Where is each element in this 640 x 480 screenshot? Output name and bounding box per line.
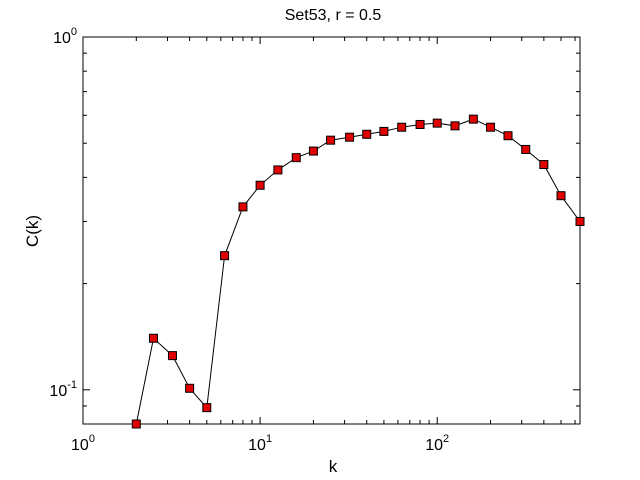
x-axis-label: k bbox=[329, 457, 338, 476]
data-point bbox=[291, 153, 301, 163]
data-point bbox=[362, 129, 372, 139]
data-point bbox=[379, 126, 389, 136]
chart-title: Set53, r = 0.5 bbox=[285, 7, 382, 24]
data-point bbox=[397, 122, 407, 132]
data-point bbox=[468, 114, 478, 124]
data-point bbox=[326, 135, 336, 145]
axes-box bbox=[82, 36, 581, 425]
data-point bbox=[575, 216, 585, 226]
x-tick-label: 102 bbox=[425, 433, 449, 454]
data-point bbox=[148, 333, 158, 343]
data-point bbox=[415, 119, 425, 129]
data-point bbox=[432, 118, 442, 128]
tick-labels: 100 101 102 10-1 100 bbox=[49, 26, 449, 454]
x-tick-label: 100 bbox=[71, 433, 95, 454]
data-point bbox=[167, 351, 177, 361]
plot-area bbox=[82, 36, 581, 425]
data-point bbox=[450, 121, 460, 131]
data-point bbox=[345, 132, 355, 142]
data-point bbox=[273, 165, 283, 175]
data-point bbox=[185, 383, 195, 393]
series-markers bbox=[131, 114, 585, 429]
data-point bbox=[238, 202, 248, 212]
x-tick-label: 101 bbox=[248, 433, 272, 454]
data-point bbox=[503, 131, 513, 141]
y-axis-label: C(k) bbox=[23, 215, 42, 247]
data-point bbox=[220, 251, 230, 261]
data-point bbox=[131, 419, 141, 429]
data-point bbox=[556, 191, 566, 201]
data-point bbox=[539, 160, 549, 170]
data-point bbox=[202, 403, 212, 413]
y-tick-label: 10-1 bbox=[49, 379, 77, 400]
data-point bbox=[521, 144, 531, 154]
data-point bbox=[255, 180, 265, 190]
data-point bbox=[486, 122, 496, 132]
y-tick-label: 100 bbox=[53, 26, 77, 47]
data-point bbox=[308, 146, 318, 156]
